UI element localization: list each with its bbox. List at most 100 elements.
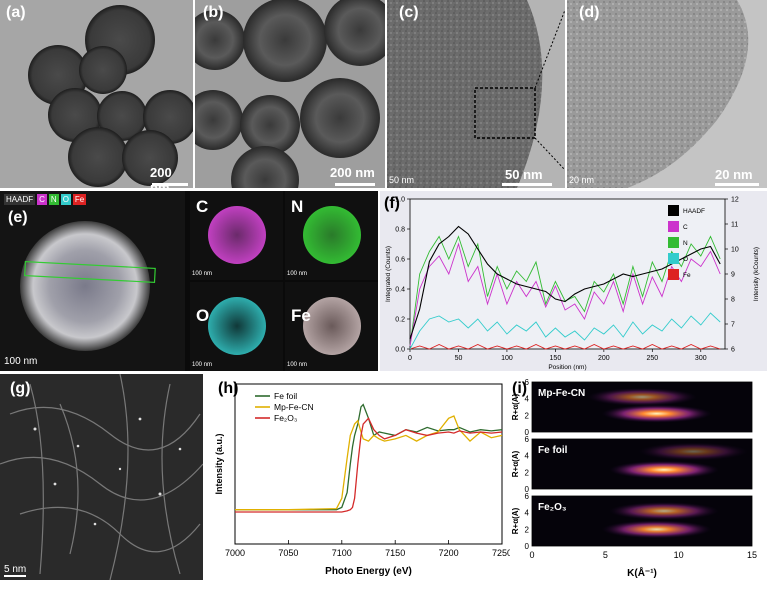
legend-swatch-c [668, 221, 679, 232]
scale-bar-g [4, 575, 26, 577]
y-tick-label-f: 0.2 [395, 317, 405, 324]
y-tick-label-f: 0.4 [395, 287, 405, 294]
y-tick-label-i: 4 [525, 452, 530, 461]
map-o-label: O [196, 306, 210, 325]
x-tick-label-h: 7000 [225, 548, 245, 558]
panel-label-b: (b) [203, 4, 224, 21]
x-tick-label-i: 15 [747, 550, 757, 560]
panel-b: (b) 200 nm [195, 0, 385, 188]
legend-label-n: N [683, 240, 688, 247]
map-o: O 100 nm [190, 282, 283, 371]
panel-label-a: (a) [6, 4, 26, 21]
series-line-mp-fe-cn [235, 415, 503, 511]
line-scan-box [24, 260, 156, 284]
y-axis-label-i: R+α(Å) [512, 393, 520, 420]
legend-n: N [48, 194, 59, 205]
heatmap-peak-2-1 [609, 502, 719, 520]
plot-area-h [234, 383, 503, 545]
panel-label-e: (e) [8, 209, 28, 226]
y-tick-label-f: 0.6 [395, 257, 405, 264]
y2-tick-label-f: 7 [731, 322, 735, 329]
x-tick-label-f: 100 [501, 355, 513, 362]
series-line-fe [409, 344, 721, 350]
tem-image-d [567, 0, 749, 188]
y-tick-label-i: 0 [525, 485, 530, 494]
legend-fe: Fe [72, 194, 87, 205]
series-line-o [409, 312, 721, 350]
x-tick-label-h: 7050 [278, 548, 298, 558]
x-tick-label-f: 200 [598, 355, 610, 362]
legend-o: O [60, 194, 71, 205]
series-line-fe-foil [235, 403, 503, 511]
map-c-scale: 100 nm [192, 271, 213, 277]
legend-label-fe: Fe [683, 272, 691, 279]
y2-tick-label-f: 9 [731, 272, 735, 279]
x-tick-label-f: 150 [550, 355, 562, 362]
x-tick-label-i: 0 [529, 550, 534, 560]
scale-text-a: 200 nm [150, 165, 172, 188]
x-tick-label-i: 5 [603, 550, 608, 560]
y-tick-label-i: 6 [525, 492, 530, 501]
map-fe: Fe 100 nm [285, 282, 378, 371]
series-line-haadf [409, 225, 721, 340]
y2-tick-label-f: 10 [731, 247, 739, 254]
haadf-image [0, 191, 185, 371]
eds-legend: HAADF C N O Fe [4, 194, 87, 205]
legend-swatch-n [668, 237, 679, 248]
panel-d: (d) 20 nm 20 nm [567, 0, 767, 188]
panel-label-h: (h) [218, 380, 239, 397]
legend-swatch-o [668, 253, 679, 264]
x-axis-label-i: K(Å⁻¹) [627, 566, 657, 579]
xanes-chart: 7000 7050 7100 7150 7200 7250 Photo Energy (eV… [214, 383, 510, 577]
scale-bar-b [335, 183, 375, 186]
legend-swatch-fe [668, 269, 679, 280]
subplot-label-0: Mp-Fe-CN [538, 388, 585, 399]
panel-c: (c) 50 nm 50 nm [387, 0, 565, 188]
panel-label-i: (i) [512, 380, 528, 397]
y-tick-label-f: 0.8 [395, 227, 405, 234]
x-tick-label-h: 7150 [385, 548, 405, 558]
panel-g: (g) 5 nm [0, 374, 203, 580]
x-tick-label-f: 50 [455, 355, 463, 362]
panel-a: (a) 200 nm [0, 0, 193, 188]
map-n-label: N [291, 197, 304, 216]
scale-text-c-small: 50 nm [389, 175, 415, 185]
y-tick-label-i: 6 [525, 435, 530, 444]
y-axis-label-i: R+α(Å) [512, 450, 520, 477]
map-fe-circle [303, 297, 361, 355]
x-tick-label-h: 7200 [439, 548, 459, 558]
y2-tick-label-f: 8 [731, 297, 735, 304]
y2-tick-label-f: 6 [731, 347, 735, 354]
scale-text-c: 50 nm [505, 167, 543, 182]
y-tick-label-i: 2 [525, 411, 530, 420]
panel-i: 0 2 4 6 R+α(Å) Mp-Fe-CN 0 2 4 6 R+α(Å) Fe foil 0 2 4 6 R… [512, 374, 767, 594]
legend-label-c: C [683, 224, 688, 231]
panel-label-c: (c) [399, 4, 419, 21]
scale-text-d-small: 20 nm [569, 175, 595, 185]
legend-label-haadf: HAADF [683, 208, 705, 215]
scale-text-b: 200 nm [330, 165, 375, 180]
map-c-label: C [196, 197, 209, 216]
x-axis-label-h: Photo Energy (eV) [325, 566, 412, 577]
x-tick-label-h: 7250 [492, 548, 510, 558]
tem-image-c [387, 0, 565, 188]
x-tick-label-i: 10 [674, 550, 684, 560]
heatmap-peak-0-0 [601, 404, 712, 423]
y-tick-label-i: 0 [525, 542, 530, 551]
map-c: C 100 nm [190, 191, 283, 280]
panel-label-d: (d) [579, 4, 600, 21]
y-axis-label-f: Integrated (Counts) [385, 246, 392, 302]
subplot-label-2: Fe₂O₃ [538, 502, 567, 513]
x-tick-label-f: 0 [408, 355, 412, 362]
heatmap-peak-0-1 [587, 388, 697, 406]
x-tick-label-f: 250 [646, 355, 658, 362]
series-line-fe2o3 [235, 417, 503, 513]
map-n-circle [303, 206, 361, 264]
subplot-label-1: Fe foil [538, 445, 568, 456]
hrtem-image-g [0, 374, 203, 580]
legend-label-1: Mp-Fe-CN [274, 402, 314, 412]
legend-haadf: HAADF [4, 194, 36, 205]
heatmap-peak-1-0 [609, 460, 719, 479]
scale-bar-c [502, 183, 552, 186]
tem-image-b [195, 0, 385, 188]
